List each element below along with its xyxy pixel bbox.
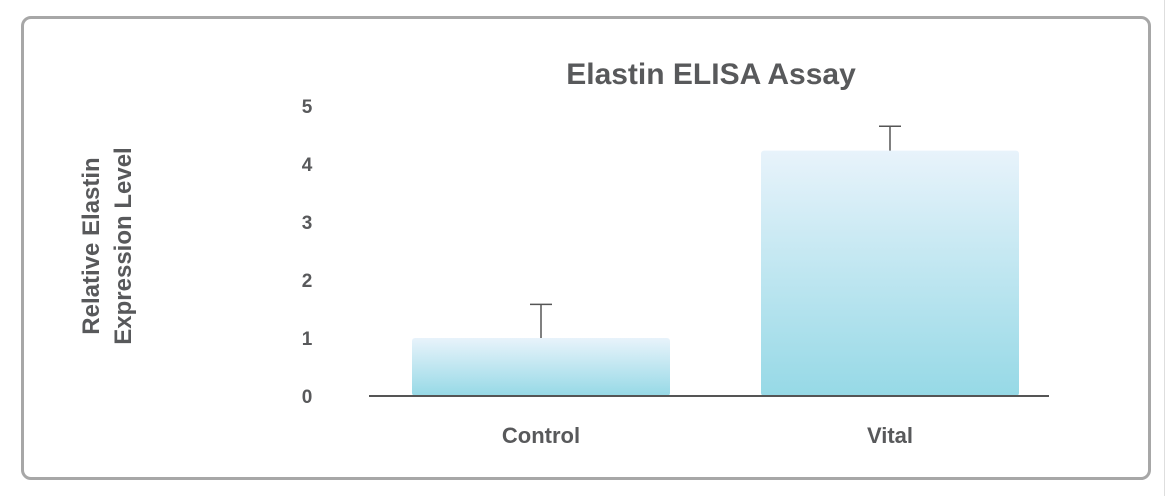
y-tick-label-1: 1: [302, 329, 313, 350]
error-bars: [530, 125, 901, 338]
bars: [412, 150, 1019, 396]
x-category-label-vital: Vital: [867, 423, 913, 448]
y-tick-label-3: 3: [302, 213, 313, 234]
y-tick-label-5: 5: [302, 97, 313, 118]
y-tick-label-2: 2: [302, 271, 313, 292]
bar-vital: [761, 150, 1019, 396]
y-tick-label-0: 0: [302, 387, 313, 408]
x-axis-categories: Control Vital: [502, 423, 913, 448]
chart-title: Elastin ELISA Assay: [566, 58, 856, 91]
error-bar-control: [530, 303, 552, 338]
right-edge-divider: [1164, 0, 1165, 496]
y-tick-label-4: 4: [302, 155, 313, 176]
y-axis-label-line-1: Relative Elastin: [78, 157, 105, 334]
bar-control: [412, 338, 670, 396]
error-bar-vital: [879, 125, 901, 151]
x-category-label-control: Control: [502, 423, 580, 448]
y-axis-label-line-2: Expression Level: [110, 147, 137, 344]
y-axis-ticks: 0 1 2 3 4 5: [302, 97, 313, 408]
